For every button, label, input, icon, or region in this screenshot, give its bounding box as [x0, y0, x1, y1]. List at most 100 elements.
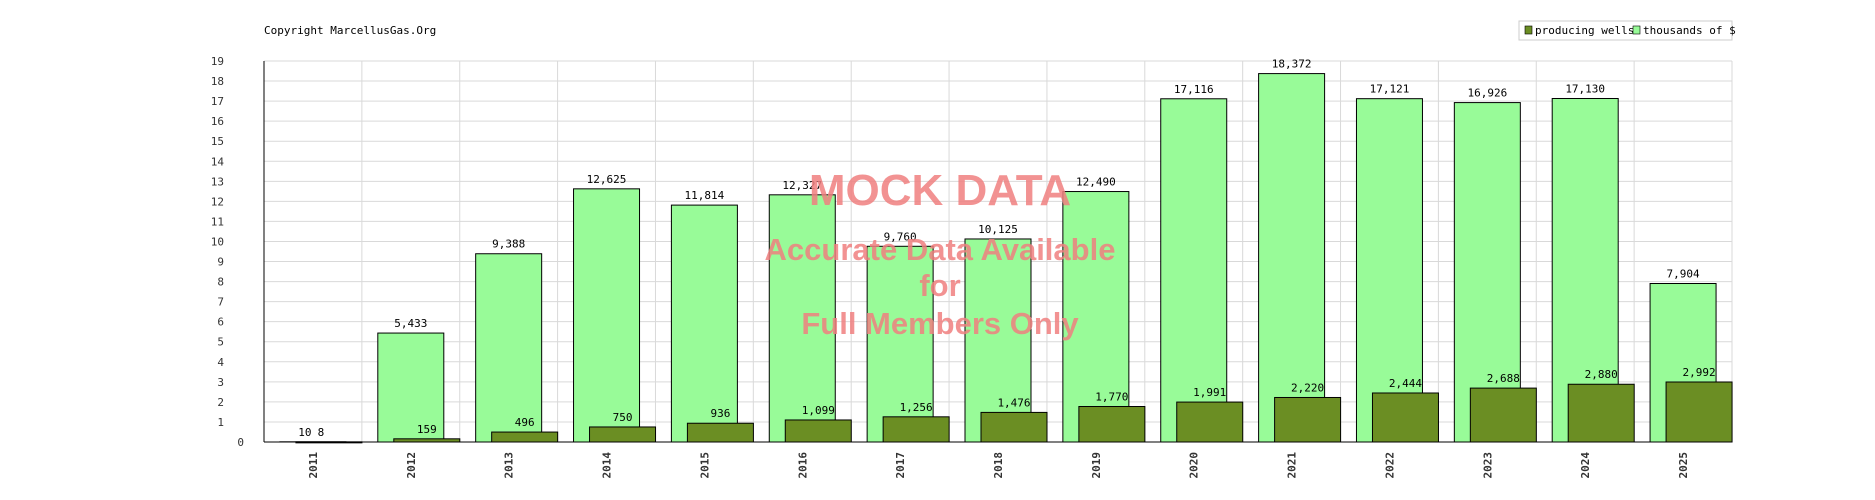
y-tick-label: 7 — [217, 296, 224, 309]
x-tick-label: 2022 — [1383, 452, 1396, 479]
x-tick-label: 2016 — [796, 452, 809, 479]
bar-thousands-of-dollars — [1258, 73, 1326, 443]
bar-label-thousands: 12,625 — [587, 173, 627, 186]
bar-label-thousands: 5,433 — [394, 317, 427, 330]
x-tick-label: 2020 — [1188, 452, 1201, 479]
legend-label-producing-wells: producing wells — [1535, 24, 1634, 37]
bar-producing-wells — [589, 426, 657, 443]
axes — [263, 61, 1732, 443]
bar-thousands-of-dollars — [1355, 98, 1423, 443]
bar-label-thousands: 9,760 — [884, 230, 917, 243]
y-tick-label: 0 — [237, 436, 244, 449]
bar-producing-wells — [491, 431, 559, 443]
bars — [279, 73, 1733, 444]
x-tick-label: 2014 — [601, 452, 614, 479]
legend: producing wells thousands of $ — [1518, 20, 1736, 41]
y-tick-label: 15 — [211, 135, 224, 148]
bar-producing-wells — [1469, 387, 1537, 443]
bar-producing-wells — [1567, 383, 1635, 443]
bar-label-thousands: 16,926 — [1467, 87, 1507, 100]
bar-label-producing-wells: 2,444 — [1389, 377, 1422, 390]
bar-label-thousands: 10 — [298, 426, 311, 439]
bar-label-thousands: 17,130 — [1565, 82, 1605, 95]
bar-label-producing-wells: 2,992 — [1683, 366, 1716, 379]
bar-producing-wells — [1176, 401, 1244, 443]
bar-producing-wells — [882, 416, 950, 443]
legend-swatch-producing-wells — [1524, 25, 1533, 35]
watermark-line1: MOCK DATA — [809, 166, 1071, 215]
bar-producing-wells — [980, 411, 1048, 443]
bar-thousands-of-dollars — [866, 245, 934, 443]
y-tick-label: 5 — [217, 336, 224, 349]
bar-thousands-of-dollars — [768, 194, 836, 443]
y-tick-label: 19 — [211, 55, 224, 68]
bar-label-producing-wells: 2,220 — [1291, 381, 1324, 394]
x-tick-label: 2021 — [1286, 452, 1299, 479]
y-tick-label: 6 — [217, 316, 224, 329]
bar-thousands-of-dollars — [670, 204, 738, 443]
x-tick-label: 2017 — [894, 452, 907, 479]
y-tick-label: 1 — [217, 416, 224, 429]
bar-label-producing-wells: 2,688 — [1487, 372, 1520, 385]
bar-labels: 10 8 5,433 159 9,388 496 12,625 750 11,814 936 12,… — [298, 58, 1715, 439]
legend-swatch-thousands — [1632, 25, 1641, 35]
bar-thousands-of-dollars — [377, 332, 445, 443]
bar-thousands-of-dollars — [1160, 98, 1228, 443]
bar-label-thousands: 12,327 — [782, 179, 822, 192]
bar-label-producing-wells: 496 — [515, 416, 535, 429]
y-tick-label: 13 — [211, 175, 224, 188]
bar-label-producing-wells: 750 — [613, 411, 633, 424]
bar-thousands-of-dollars — [964, 238, 1032, 443]
x-tick-label: 2013 — [503, 452, 516, 479]
bar-label-producing-wells: 1,770 — [1095, 391, 1128, 404]
bar-label-thousands: 17,116 — [1174, 83, 1214, 96]
x-tick-label: 2015 — [698, 452, 711, 479]
bar-label-producing-wells: 1,991 — [1193, 386, 1226, 399]
bar-producing-wells — [1371, 392, 1439, 443]
bar-label-thousands: 18,372 — [1272, 58, 1312, 71]
x-tick-label: 2023 — [1481, 452, 1494, 479]
x-tick-label: 2025 — [1677, 452, 1690, 479]
bar-label-producing-wells: 936 — [710, 407, 730, 420]
bar-label-producing-wells: 1,099 — [802, 404, 835, 417]
x-axis-ticks: 2011 2012 2013 2014 2015 2016 2017 2018 2019 2020… — [307, 452, 1690, 479]
x-tick-label: 2012 — [405, 452, 418, 479]
copyright-text: Copyright MarcellusGas.Org — [264, 24, 436, 37]
bar-label-producing-wells: 1,476 — [997, 396, 1030, 409]
x-tick-label: 2018 — [992, 452, 1005, 479]
bar-thousands-of-dollars — [475, 253, 543, 443]
bar-label-producing-wells: 2,880 — [1585, 368, 1618, 381]
y-tick-label: 3 — [217, 376, 224, 389]
bar-label-producing-wells: 159 — [417, 423, 437, 436]
x-tick-label: 2024 — [1579, 452, 1592, 479]
bar-label-thousands: 9,388 — [492, 238, 525, 251]
legend-label-thousands: thousands of $ — [1643, 24, 1736, 37]
bar-producing-wells — [1078, 406, 1146, 443]
bar-label-thousands: 17,121 — [1370, 83, 1410, 96]
bar-producing-wells — [784, 419, 852, 443]
bar-label-thousands: 12,490 — [1076, 176, 1116, 189]
y-tick-label: 16 — [211, 115, 224, 128]
y-tick-label: 14 — [211, 155, 225, 168]
y-tick-label: 2 — [217, 396, 224, 409]
bar-thousands-of-dollars — [1062, 191, 1130, 443]
watermark-line2: Accurate Data Available — [765, 232, 1116, 267]
bar-label-producing-wells: 8 — [318, 426, 325, 439]
bar-label-thousands: 10,125 — [978, 223, 1018, 236]
bar-producing-wells — [1665, 381, 1733, 443]
watermark: MOCK DATA Accurate Data Available for Fu… — [765, 166, 1116, 341]
bar-producing-wells — [686, 422, 754, 443]
y-tick-label: 10 — [211, 235, 224, 248]
bar-label-producing-wells: 1,256 — [900, 401, 933, 414]
x-tick-label: 2019 — [1090, 452, 1103, 479]
y-tick-label: 12 — [211, 195, 224, 208]
legend-box — [1518, 20, 1733, 41]
y-tick-label: 8 — [217, 276, 224, 289]
bar-producing-wells — [1274, 396, 1342, 443]
y-tick-label: 18 — [211, 75, 224, 88]
x-tick-label: 2011 — [307, 452, 320, 479]
y-tick-label: 17 — [211, 95, 224, 108]
y-tick-label: 4 — [217, 356, 224, 369]
